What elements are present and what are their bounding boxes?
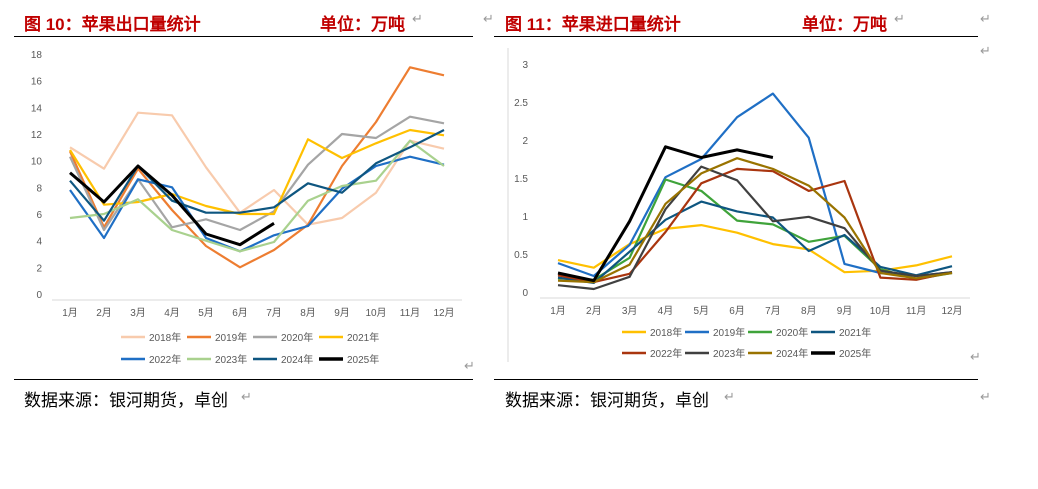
export-line-chart: 0 2 4 6 8 10 12 14 16 18 1月 2月 3月 4月 5月 6月 7月 8月 9月 10月 11月 1… xyxy=(31,50,462,366)
x-tick-label: 8月 xyxy=(801,305,817,317)
legend-label: 2025年 xyxy=(347,353,379,366)
legend-label: 2021年 xyxy=(839,326,871,339)
y-tick-label: 3 xyxy=(522,60,528,71)
y-tick-label: 4 xyxy=(36,237,42,248)
legend-label: 2024年 xyxy=(776,347,808,360)
series-line xyxy=(68,66,445,269)
y-tick-label: 0 xyxy=(522,288,528,299)
x-tick-label: 7月 xyxy=(266,307,282,319)
unit-label: 单位：万吨 xyxy=(802,15,887,34)
legend-label: 2023年 xyxy=(215,353,247,366)
legend-label: 2025年 xyxy=(839,347,871,360)
y-tick-label: 18 xyxy=(31,50,43,61)
series-line xyxy=(69,111,445,226)
series-line xyxy=(557,165,953,291)
paragraph-mark-icon: ↵ xyxy=(980,390,991,405)
source-note: 数据来源：银河期货，卓创 xyxy=(505,391,709,410)
x-tick-label: 5月 xyxy=(693,305,709,317)
y-tick-label: 1.5 xyxy=(514,174,528,185)
x-tick-label: 4月 xyxy=(164,307,180,319)
x-tick-label: 9月 xyxy=(334,307,350,319)
legend-label: 2018年 xyxy=(650,326,682,339)
y-tick-label: 8 xyxy=(36,183,42,194)
legend-label: 2018年 xyxy=(149,331,181,344)
x-tick-label: 10月 xyxy=(870,305,891,317)
x-tick-label: 11月 xyxy=(400,307,420,319)
series-line xyxy=(69,155,445,253)
paragraph-mark-icon: ↵ xyxy=(980,44,991,59)
x-tick-label: 7月 xyxy=(765,305,781,317)
y-tick-label: 2.5 xyxy=(514,98,528,109)
y-tick-label: 0 xyxy=(36,290,42,301)
series-line xyxy=(557,145,774,283)
title-rule xyxy=(14,36,473,37)
y-tick-label: 14 xyxy=(31,103,43,114)
x-tick-label: 6月 xyxy=(729,305,745,317)
y-tick-label: 6 xyxy=(36,210,42,221)
x-tick-label: 5月 xyxy=(198,307,214,319)
x-tick-label: 2月 xyxy=(96,307,112,319)
paragraph-mark-icon: ↵ xyxy=(894,12,905,27)
paragraph-mark-icon: ↵ xyxy=(483,12,494,27)
paragraph-mark-icon: ↵ xyxy=(464,359,475,374)
x-tick-label: 6月 xyxy=(232,307,248,319)
figure-title: 图 11：苹果进口量统计 xyxy=(505,15,681,34)
paragraph-mark-icon: ↵ xyxy=(412,12,423,27)
x-tick-label: 12月 xyxy=(433,307,454,319)
x-tick-label: 10月 xyxy=(365,307,386,319)
paragraph-mark-icon: ↵ xyxy=(970,350,981,365)
x-tick-label: 1月 xyxy=(550,305,566,317)
series-line xyxy=(557,157,953,284)
paragraph-mark-icon: ↵ xyxy=(241,390,252,405)
series-line xyxy=(69,139,445,253)
legend-label: 2021年 xyxy=(347,331,379,344)
x-tick-label: 1月 xyxy=(62,307,78,319)
series-line xyxy=(69,129,445,222)
legend-label: 2019年 xyxy=(713,326,745,339)
x-tick-label: 9月 xyxy=(837,305,853,317)
legend-label: 2019年 xyxy=(215,331,247,344)
y-tick-label: 12 xyxy=(31,130,43,141)
x-tick-label: 3月 xyxy=(622,305,638,317)
series-line xyxy=(557,167,953,284)
source-note: 数据来源：银河期货，卓创 xyxy=(24,391,228,410)
source-rule xyxy=(14,379,473,380)
legend-label: 2023年 xyxy=(713,347,745,360)
series-line xyxy=(69,164,275,247)
y-tick-label: 10 xyxy=(31,157,43,168)
legend-label: 2022年 xyxy=(149,353,181,366)
x-tick-label: 4月 xyxy=(658,305,674,317)
y-tick-label: 0.5 xyxy=(514,250,528,261)
paragraph-mark-icon: ↵ xyxy=(980,12,991,27)
legend-label: 2020年 xyxy=(776,326,808,339)
y-tick-label: 1 xyxy=(522,212,528,223)
import-line-chart: 0 0.5 1 1.5 2 2.5 3 1月 2月 3月 4月 5月 6月 7月 8月 9月 10月 11月 12月… xyxy=(507,48,970,362)
paragraph-mark-icon: ↵ xyxy=(724,390,735,405)
source-rule xyxy=(494,379,978,380)
figure-title: 图 10：苹果出口量统计 xyxy=(24,15,201,34)
y-tick-label: 2 xyxy=(36,263,42,274)
x-tick-label: 3月 xyxy=(130,307,146,319)
x-tick-label: 2月 xyxy=(586,305,602,317)
unit-label: 单位：万吨 xyxy=(320,15,405,34)
legend-label: 2022年 xyxy=(650,347,682,360)
title-rule xyxy=(494,36,978,37)
series-line xyxy=(557,178,953,281)
series-line xyxy=(557,92,953,278)
x-tick-label: 12月 xyxy=(941,305,962,317)
legend-label: 2020年 xyxy=(281,331,313,344)
x-tick-label: 11月 xyxy=(906,305,926,317)
y-tick-label: 16 xyxy=(31,77,43,88)
series-line xyxy=(557,200,953,284)
legend-label: 2024年 xyxy=(281,353,313,366)
y-tick-label: 2 xyxy=(522,136,528,147)
x-tick-label: 8月 xyxy=(300,307,316,319)
